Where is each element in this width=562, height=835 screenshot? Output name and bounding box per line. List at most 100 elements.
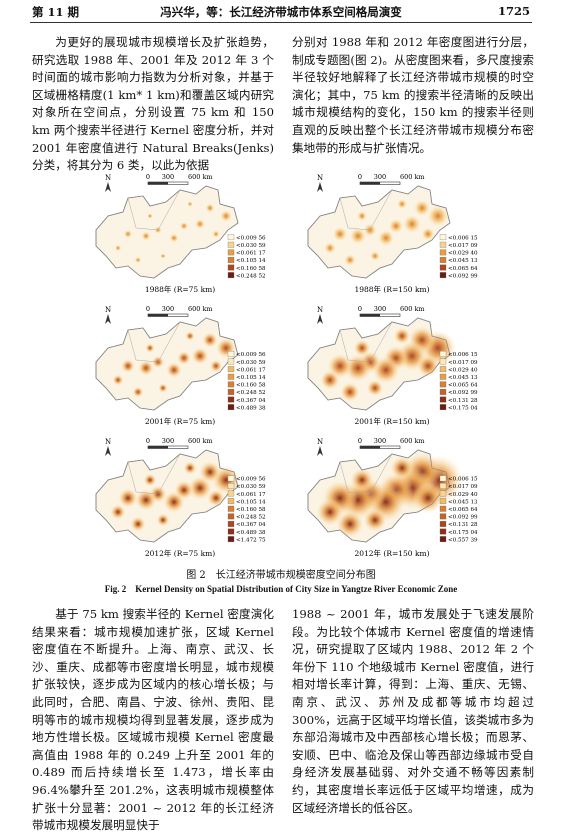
scale-label: 300 [162,305,174,313]
issue: 第 11 期 [32,5,80,19]
density-blob [195,219,205,229]
legend-swatch [227,536,235,543]
map: N 0 300 600 km<0.009 56<0.030 59<0.061 17<0… [95,173,266,294]
legend-label: <0.009 56 [236,477,266,483]
caption-cn: 图 2 长江经济带城市规模密度空间分布图 [186,570,376,581]
density-blob [188,476,212,500]
north-arrow: N [317,174,323,182]
province-lines [307,449,451,543]
north-arrow: N [317,306,323,314]
density-blob [212,230,220,238]
scale-label: 0 [146,305,150,313]
density-blob [205,203,215,213]
legend-swatch [227,272,235,279]
legend-swatch [439,404,447,411]
scale-bar [360,182,380,185]
scale-label: 300 [374,173,386,181]
legend-swatch [439,483,447,489]
density-blob [202,332,218,348]
legend-label: <0.045 13 [448,499,478,505]
north-symbol [105,446,111,456]
legend-swatch [227,241,235,248]
density-blob [388,218,404,234]
density-blob [163,491,185,513]
legend-label: <0.092 99 [448,515,478,521]
legend-label: <0.489 38 [236,405,266,411]
caption-en: Fig. 2 Kernel Density on Spatial Distrib… [104,584,458,594]
scale-label: 600 km [400,437,425,445]
legend-swatch [439,513,447,520]
density-blob [363,508,387,532]
scale-bar [360,314,380,317]
legend-label: <0.017 09 [448,360,478,366]
page-number: 1725 [497,4,530,18]
legend-label: <0.489 38 [236,530,266,536]
density-blob [185,331,195,341]
map-panel: N 0 300 600 km <0.006 15 <0.017 09 <0.029 40 <0… [300,432,496,564]
north-symbol [317,314,323,324]
province-lines [127,453,181,495]
legend-label: <0.061 17 [236,492,266,498]
legend-label: <0.160 58 [236,383,266,389]
legend-swatch [227,483,235,489]
legend-swatch [439,536,447,543]
density-blob [191,347,209,365]
scale-bar [148,446,168,449]
scale-bar [360,446,380,449]
legend-swatch [439,241,447,248]
legend-label: <0.029 40 [448,492,478,498]
density-blob [340,382,360,402]
province-lines [95,449,239,543]
density-blob [147,213,153,219]
scale-label: 600 km [400,305,425,313]
density-blob [187,201,193,207]
density-blob [114,244,122,252]
scale-label: 0 [358,437,362,445]
legend-swatch [439,366,447,373]
density-blob [112,374,124,386]
panel-label: 2012年 (R=75 km) [145,548,215,558]
density-blob [332,226,348,242]
paragraph: 1988 ~ 2001 年，城市发展处于飞速发展阶段。为比较个体城市 Kerne… [292,607,534,815]
density-blob [135,489,157,511]
legend-swatch [227,475,235,482]
density-blob [370,251,380,261]
north-symbol [317,182,323,192]
legend-label: <0.092 99 [448,390,478,396]
density-blob [207,489,225,507]
legend-swatch [227,498,235,505]
scale-label: 300 [162,437,174,445]
legend-label: <0.065 64 [448,383,478,389]
paragraph: 基于 75 km 搜索半径的 Kernel 密度演化结果来看：城市规模加速扩张，… [32,607,274,833]
legend-label: <0.061 17 [236,367,266,373]
legend-label: <0.029 40 [448,367,478,373]
map: N 0 300 600 km<0.006 15<0.017 09<0.029 40<0… [307,173,478,294]
density-blob [166,362,182,378]
legend-swatch [439,528,447,535]
scale-label: 600 km [400,173,425,181]
legend-label: <0.009 56 [236,352,266,358]
map: N 0 300 600 km<0.009 56<0.030 59<0.061 17<0… [95,437,266,558]
legend-label: <0.248 52 [236,515,266,521]
legend-label: <0.175 04 [448,530,478,536]
density-blob [403,215,421,233]
legend-label: <0.030 59 [236,243,266,249]
legend-label: <0.065 64 [448,507,478,513]
map-panel: N 0 300 600 km <0.009 56 <0.030 59 <0.061 17 <0… [88,168,284,300]
density-blob [220,210,232,222]
map: N 0 300 600 km<0.006 15<0.017 09<0.029 40<0… [307,305,478,426]
scale-bar [148,314,168,317]
legend-label: <0.160 58 [236,507,266,513]
density-blob [353,339,371,357]
legend-label: <0.557 39 [448,537,478,543]
legend-swatch [439,498,447,505]
density-blob [169,233,179,243]
density-blob [209,359,223,373]
density-blob [412,482,444,514]
north-arrow: N [105,174,111,182]
scale-bar [148,182,168,185]
legend-label: <0.065 64 [448,266,478,272]
legend-label: <0.105 14 [236,258,266,264]
density-blob [183,461,197,475]
